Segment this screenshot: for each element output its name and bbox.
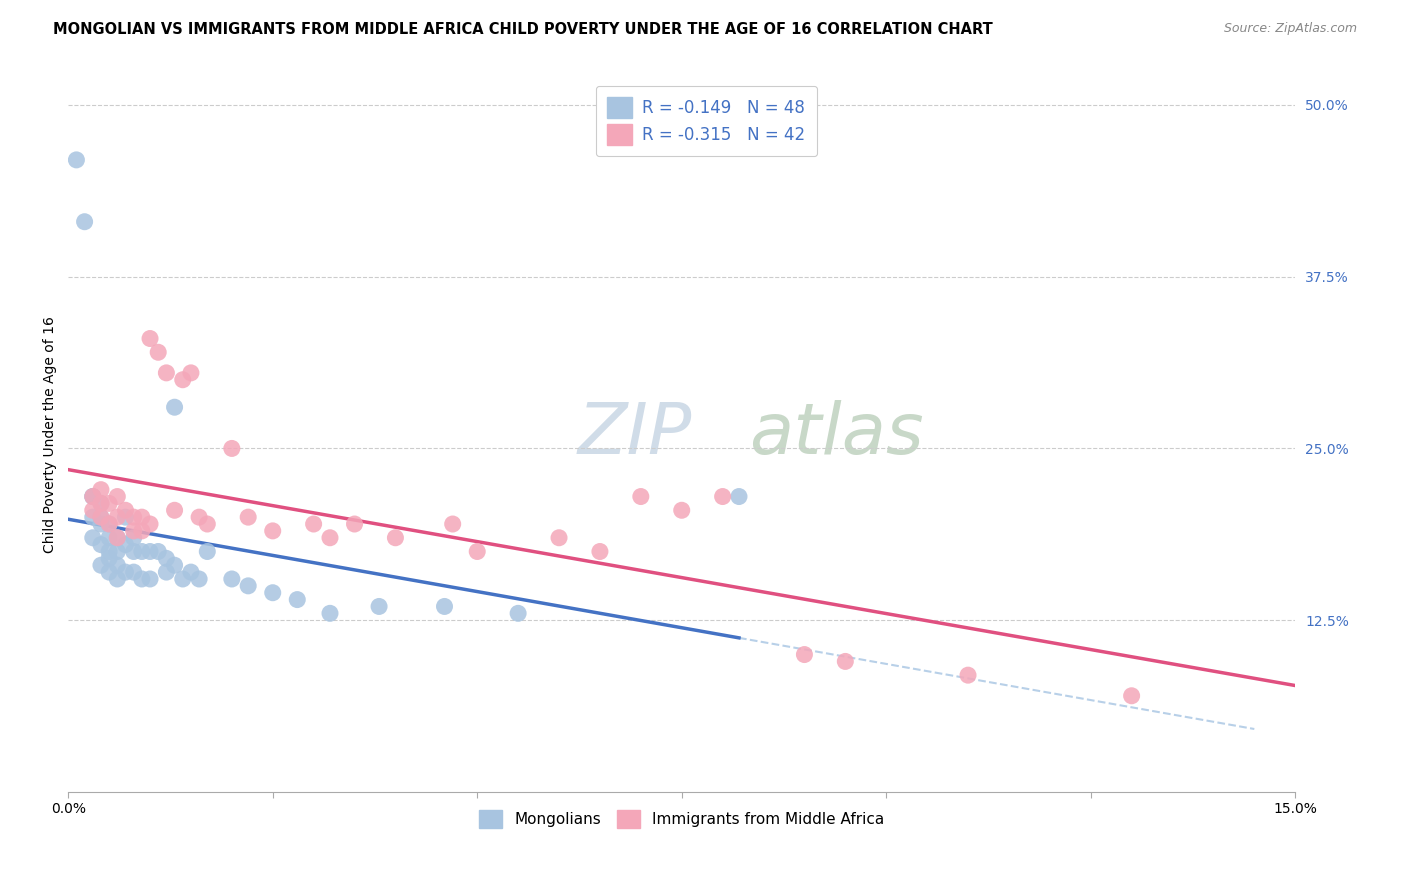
- Point: [114, 538, 136, 552]
- Point: [195, 544, 218, 558]
- Point: [122, 510, 145, 524]
- Point: [105, 510, 128, 524]
- Point: [139, 332, 162, 346]
- Point: [508, 607, 530, 621]
- Point: [131, 544, 153, 558]
- Point: [114, 503, 136, 517]
- Point: [73, 215, 96, 229]
- Point: [148, 345, 170, 359]
- Point: [956, 668, 979, 682]
- Point: [98, 496, 121, 510]
- Point: [163, 558, 186, 573]
- Point: [131, 572, 153, 586]
- Point: [131, 524, 153, 538]
- Point: [384, 531, 406, 545]
- Point: [105, 544, 128, 558]
- Point: [195, 516, 218, 531]
- Point: [90, 496, 112, 510]
- Point: [221, 572, 243, 586]
- Point: [1121, 689, 1143, 703]
- Point: [589, 544, 612, 558]
- Point: [122, 524, 145, 538]
- Point: [155, 366, 177, 380]
- Point: [122, 565, 145, 579]
- Point: [711, 490, 734, 504]
- Point: [793, 648, 815, 662]
- Point: [630, 490, 652, 504]
- Point: [728, 490, 751, 504]
- Point: [834, 655, 856, 669]
- Point: [98, 551, 121, 566]
- Point: [163, 401, 186, 415]
- Point: [155, 565, 177, 579]
- Point: [98, 516, 121, 531]
- Point: [122, 544, 145, 558]
- Point: [82, 510, 104, 524]
- Point: [319, 607, 342, 621]
- Point: [221, 442, 243, 456]
- Point: [148, 544, 170, 558]
- Point: [368, 599, 391, 614]
- Point: [155, 551, 177, 566]
- Point: [90, 558, 112, 573]
- Legend: Mongolians, Immigrants from Middle Africa: Mongolians, Immigrants from Middle Afric…: [474, 804, 890, 834]
- Point: [82, 503, 104, 517]
- Text: ZIP: ZIP: [578, 401, 692, 469]
- Point: [98, 565, 121, 579]
- Point: [180, 366, 202, 380]
- Point: [131, 510, 153, 524]
- Point: [90, 496, 112, 510]
- Point: [671, 503, 693, 517]
- Point: [319, 531, 342, 545]
- Text: Source: ZipAtlas.com: Source: ZipAtlas.com: [1223, 22, 1357, 36]
- Point: [98, 516, 121, 531]
- Point: [285, 592, 308, 607]
- Point: [172, 373, 194, 387]
- Point: [262, 524, 284, 538]
- Point: [465, 544, 488, 558]
- Point: [105, 531, 128, 545]
- Point: [238, 579, 260, 593]
- Point: [105, 572, 128, 586]
- Y-axis label: Child Poverty Under the Age of 16: Child Poverty Under the Age of 16: [44, 317, 58, 553]
- Point: [105, 490, 128, 504]
- Point: [139, 544, 162, 558]
- Point: [238, 510, 260, 524]
- Point: [114, 565, 136, 579]
- Point: [262, 585, 284, 599]
- Point: [441, 516, 464, 531]
- Point: [82, 531, 104, 545]
- Point: [433, 599, 456, 614]
- Point: [172, 572, 194, 586]
- Point: [65, 153, 87, 167]
- Point: [180, 565, 202, 579]
- Point: [114, 510, 136, 524]
- Point: [343, 516, 366, 531]
- Point: [302, 516, 325, 531]
- Point: [163, 503, 186, 517]
- Point: [188, 510, 211, 524]
- Point: [98, 544, 121, 558]
- Point: [82, 490, 104, 504]
- Point: [139, 516, 162, 531]
- Point: [90, 510, 112, 524]
- Point: [90, 510, 112, 524]
- Point: [188, 572, 211, 586]
- Point: [90, 483, 112, 497]
- Point: [82, 490, 104, 504]
- Point: [105, 531, 128, 545]
- Point: [548, 531, 571, 545]
- Point: [139, 572, 162, 586]
- Point: [82, 490, 104, 504]
- Point: [122, 531, 145, 545]
- Point: [90, 516, 112, 531]
- Text: atlas: atlas: [749, 401, 924, 469]
- Point: [98, 531, 121, 545]
- Text: MONGOLIAN VS IMMIGRANTS FROM MIDDLE AFRICA CHILD POVERTY UNDER THE AGE OF 16 COR: MONGOLIAN VS IMMIGRANTS FROM MIDDLE AFRI…: [53, 22, 993, 37]
- Point: [105, 558, 128, 573]
- Point: [90, 538, 112, 552]
